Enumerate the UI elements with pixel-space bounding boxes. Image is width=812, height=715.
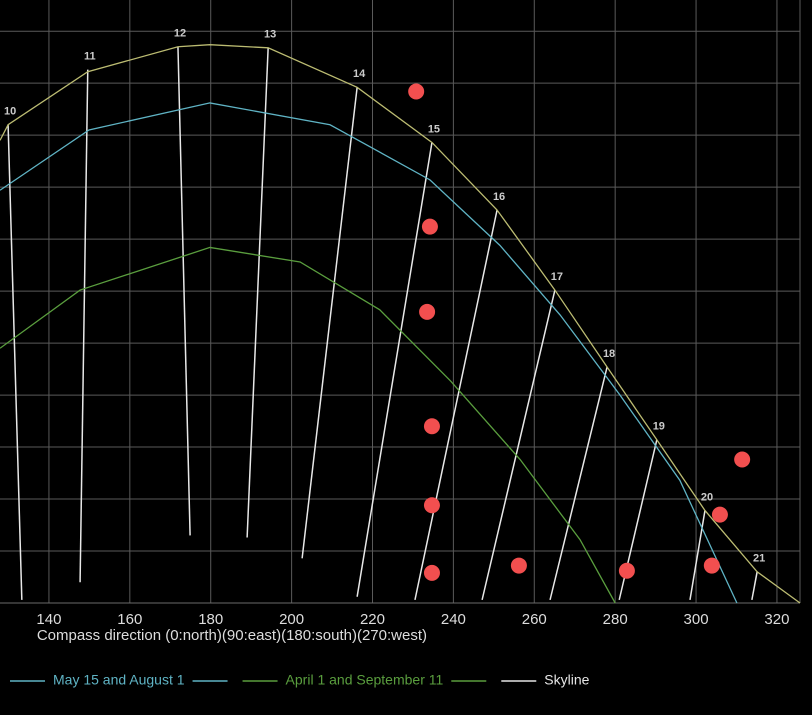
hour-line: [549, 366, 608, 601]
legend-label: Skyline: [544, 672, 589, 688]
hour-label: 18: [603, 348, 615, 360]
hour-label: 10: [4, 106, 16, 118]
hour-label: 17: [551, 271, 563, 283]
skyline-point: [419, 303, 436, 320]
hour-label: 14: [353, 68, 366, 80]
x-tick-label: 320: [764, 611, 789, 628]
skyline-point: [703, 557, 720, 574]
skyline-point: [408, 83, 425, 100]
hour-label: 13: [264, 29, 276, 41]
hour-line: [246, 47, 269, 538]
hour-line: [414, 209, 498, 601]
hour-line: [301, 87, 358, 559]
x-tick-label: 260: [522, 611, 547, 628]
hour-line: [79, 69, 89, 583]
skyline-point: [423, 497, 440, 514]
hour-line: [481, 289, 556, 601]
skyline-point: [618, 562, 635, 579]
x-tick-label: 280: [603, 611, 628, 628]
skyline-point: [711, 506, 728, 523]
skyline-point: [423, 564, 440, 581]
x-tick-label: 220: [360, 611, 385, 628]
hour-label: 21: [753, 553, 765, 565]
x-tick-label: 300: [684, 611, 709, 628]
x-tick-label: 240: [441, 611, 466, 628]
series-line: [0, 102, 738, 604]
hour-line: [177, 46, 191, 536]
hour-line: [7, 124, 23, 600]
hour-label: 12: [174, 28, 186, 40]
hour-line: [689, 510, 706, 601]
hour-line: [751, 571, 758, 601]
series-line: [0, 246, 616, 604]
hour-label: 19: [653, 421, 665, 433]
skyline-point: [423, 418, 440, 435]
skyline-point: [421, 218, 438, 235]
hour-line: [356, 142, 433, 597]
x-axis-label: Compass direction (0:north)(90:east)(180…: [37, 627, 427, 644]
hour-label: 11: [84, 51, 96, 63]
skyline-point: [734, 451, 751, 468]
x-tick-label: 200: [279, 611, 304, 628]
hour-label: 15: [428, 123, 440, 135]
x-tick-label: 140: [36, 611, 61, 628]
x-tick-label: 180: [198, 611, 223, 628]
skyline-point: [510, 557, 527, 574]
hour-label: 20: [701, 491, 713, 503]
legend-label: May 15 and August 1: [53, 672, 185, 688]
hour-label: 16: [493, 191, 505, 203]
series-line: [0, 44, 801, 604]
x-tick-label: 160: [117, 611, 142, 628]
legend-label: April 1 and September 11: [286, 672, 444, 688]
